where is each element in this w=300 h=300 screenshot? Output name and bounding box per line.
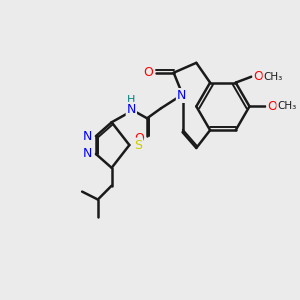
Text: N: N bbox=[127, 103, 136, 116]
Text: CH₃: CH₃ bbox=[277, 101, 296, 111]
Text: N: N bbox=[177, 89, 186, 102]
Text: O: O bbox=[254, 70, 263, 83]
Text: S: S bbox=[134, 139, 142, 152]
Text: N: N bbox=[82, 148, 92, 160]
Text: N: N bbox=[82, 130, 92, 142]
Text: O: O bbox=[267, 100, 277, 113]
Text: CH₃: CH₃ bbox=[263, 72, 283, 82]
Text: H: H bbox=[127, 95, 136, 106]
Text: O: O bbox=[134, 132, 144, 145]
Text: O: O bbox=[143, 66, 153, 79]
